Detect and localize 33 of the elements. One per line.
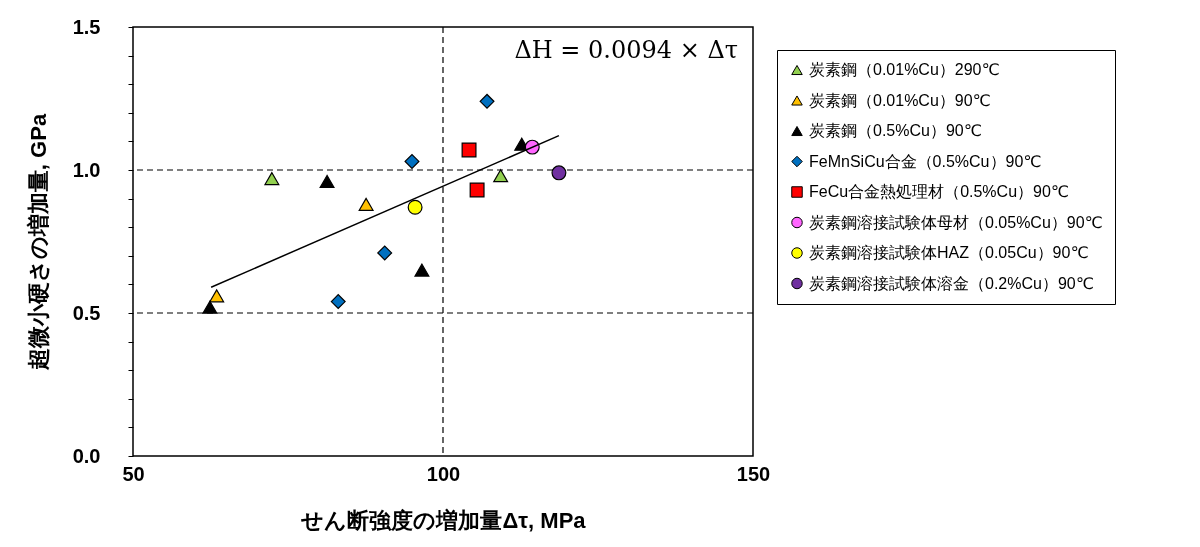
- point: [407, 199, 423, 215]
- legend-label: 炭素鋼（0.5%Cu）90℃: [809, 122, 982, 139]
- legend-label: 炭素鋼溶接試験体溶金（0.2%Cu）90℃: [809, 274, 1094, 292]
- point: [209, 289, 225, 303]
- x-tick-label: 100: [426, 462, 461, 485]
- point: [469, 182, 485, 198]
- annotation: ΔH = 0.0094 × Δτ: [514, 36, 738, 64]
- point: [479, 93, 495, 109]
- x-tick-label: 150: [736, 462, 771, 485]
- point: [202, 300, 218, 314]
- legend-label: FeMnSiCu合金（0.5%Cu）90℃: [809, 152, 1042, 170]
- point: [330, 294, 346, 310]
- legend-label: 炭素鋼（0.01%Cu）90℃: [809, 91, 991, 109]
- legend-label: 炭素鋼溶接試験体HAZ（0.05Cu）90℃: [809, 244, 1089, 261]
- point: [358, 197, 374, 211]
- x-tick-label: 50: [122, 462, 145, 485]
- y-tick-label: 1.5: [72, 15, 101, 38]
- legend-label: 炭素鋼溶接試験体母材（0.05%Cu）90℃: [809, 213, 1103, 231]
- point: [264, 172, 280, 186]
- point: [493, 169, 509, 183]
- y-tick-label: 1.0: [72, 158, 101, 181]
- point: [319, 174, 335, 189]
- y-axis-title: 超微小硬さの増加量, GPa: [25, 113, 51, 372]
- point: [404, 153, 420, 169]
- point: [377, 245, 393, 261]
- point: [414, 263, 430, 277]
- legend-label: FeCu合金熱処理材（0.5%Cu）90℃: [809, 183, 1069, 200]
- y-tick-label: 0.0: [72, 444, 101, 467]
- y-tick-label: 0.5: [72, 301, 101, 324]
- x-axis-title: せん断強度の増加量Δτ, MPa: [300, 507, 587, 533]
- point: [461, 142, 477, 158]
- point: [551, 165, 567, 181]
- legend-label: 炭素鋼（0.01%Cu）290℃: [809, 61, 1000, 78]
